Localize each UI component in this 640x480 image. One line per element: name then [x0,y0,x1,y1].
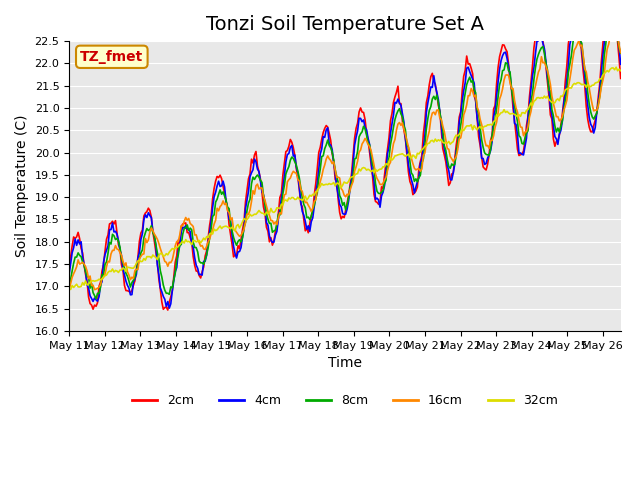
2cm [282,149,290,155]
16cm [288,171,296,177]
32cm [67,287,74,292]
32cm [282,197,290,203]
32cm [163,251,170,256]
8cm [617,50,625,56]
Y-axis label: Soil Temperature (C): Soil Temperature (C) [15,115,29,257]
32cm [617,68,625,73]
4cm [282,159,290,165]
16cm [163,259,170,265]
8cm [469,78,477,84]
4cm [65,272,73,277]
32cm [288,194,296,200]
Line: 4cm: 4cm [69,2,621,308]
32cm [469,127,477,132]
16cm [617,50,625,56]
8cm [163,290,170,296]
16cm [520,133,527,139]
2cm [161,305,169,311]
Line: 16cm: 16cm [69,27,621,289]
2cm [520,148,527,154]
4cm [161,297,169,302]
2cm [617,75,625,81]
4cm [547,105,554,110]
Legend: 2cm, 4cm, 8cm, 16cm, 32cm: 2cm, 4cm, 8cm, 16cm, 32cm [127,389,563,412]
4cm [469,77,477,83]
32cm [65,286,73,292]
32cm [547,98,554,104]
16cm [469,89,477,95]
2cm [288,139,296,145]
2cm [164,307,172,313]
8cm [282,171,290,177]
32cm [612,64,620,70]
2cm [65,262,73,267]
16cm [91,287,99,292]
Text: TZ_fmet: TZ_fmet [80,50,143,64]
4cm [617,61,625,67]
4cm [288,143,296,148]
8cm [609,10,617,16]
4cm [606,0,614,5]
16cm [547,82,554,87]
2cm [547,112,554,118]
Line: 32cm: 32cm [69,67,621,289]
Line: 2cm: 2cm [69,0,621,310]
4cm [520,152,527,158]
4cm [166,305,173,311]
8cm [65,285,73,291]
X-axis label: Time: Time [328,356,362,370]
Title: Tonzi Soil Temperature Set A: Tonzi Soil Temperature Set A [206,15,484,34]
Line: 8cm: 8cm [69,13,621,299]
16cm [611,24,618,30]
8cm [547,88,554,94]
8cm [288,154,296,160]
8cm [520,141,527,147]
16cm [65,286,73,292]
32cm [520,110,527,116]
8cm [92,296,100,301]
16cm [282,191,290,197]
2cm [469,71,477,77]
